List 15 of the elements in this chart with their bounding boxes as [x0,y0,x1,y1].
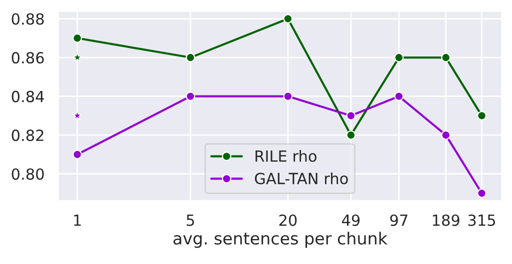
y-tick-label: 0.80 [12,168,44,180]
x-tick-label: 1 [74,214,81,226]
y-tick-label: 0.82 [12,130,44,142]
x-axis-title: avg. sentences per chunk [174,232,388,248]
x-tick-label: 97 [390,214,408,226]
x-tick-label: 49 [342,214,360,226]
x-tick-label: 20 [279,214,297,226]
legend-label: RILE rho [256,150,316,162]
legend-label: GAL-TAN rho [254,172,348,184]
x-tick-label: 315 [468,214,496,226]
y-tick-label: 0.88 [12,13,44,25]
x-tick-label: 5 [186,214,194,226]
y-tick-label: 0.86 [12,52,44,64]
x-tick-label: 189 [432,214,460,226]
y-tick-label: 0.84 [12,90,44,102]
